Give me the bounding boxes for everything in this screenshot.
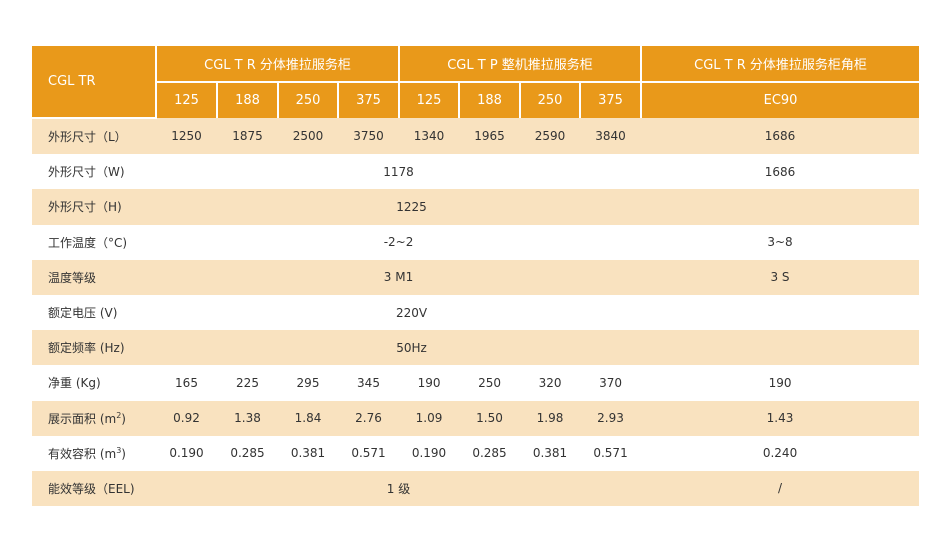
- cell-value: 1 级: [156, 470, 642, 507]
- cell-value: 0.190: [399, 435, 460, 471]
- cell-value: 1.09: [399, 400, 460, 436]
- cell-value: -2~2: [156, 224, 642, 260]
- row-width: 外形尺寸（W) 1178 1686: [32, 154, 920, 190]
- cell-value: 3840: [580, 118, 642, 155]
- cell-value: 190: [641, 365, 920, 401]
- cell-value: 2590: [520, 118, 581, 155]
- label-superscript: 3: [116, 445, 122, 455]
- cell-value: 220V: [156, 294, 920, 331]
- row-label: 外形尺寸（H): [32, 189, 156, 225]
- cell-value: 0.571: [338, 435, 400, 471]
- cell-value: 1686: [641, 118, 920, 155]
- cell-value: 165: [156, 365, 217, 401]
- row-energy-class: 能效等级（EEL) 1 级 /: [32, 470, 920, 507]
- cell-value: 1.38: [217, 400, 278, 436]
- label-text: 有效容积 (m: [48, 446, 117, 461]
- row-label: 展示面积 (m2): [32, 400, 156, 436]
- cell-value: 190: [399, 365, 460, 401]
- spec-table: CGL TR CGL T R 分体推拉服务柜 CGL T P 整机推拉服务柜 C…: [32, 46, 920, 507]
- cell-value: 1875: [217, 118, 278, 155]
- label-text: 展示面积 (m: [48, 411, 117, 426]
- row-temperature-class: 温度等级 3 M1 3 S: [32, 259, 920, 295]
- model-header: 188: [459, 82, 522, 118]
- cell-value: 0.190: [156, 435, 217, 471]
- cell-value: 2500: [278, 118, 338, 155]
- group-header-corner: CGL T R 分体推拉服务柜角柜: [641, 46, 920, 83]
- label-superscript: 2: [116, 410, 122, 420]
- cell-value: 2.76: [338, 400, 400, 436]
- cell-value: 1225: [156, 189, 920, 225]
- cell-value: 1.98: [520, 400, 581, 436]
- row-temperature: 工作温度（°C) -2~2 3~8: [32, 224, 920, 260]
- row-length: 外形尺寸（L） 1250 1875 2500 3750 1340 1965 25…: [32, 118, 920, 155]
- cell-value: 0.381: [278, 435, 338, 471]
- cell-value: 2.93: [580, 400, 642, 436]
- cell-value: 1965: [459, 118, 521, 155]
- cell-value: 3 M1: [156, 259, 642, 295]
- row-label: 外形尺寸（L）: [32, 118, 156, 155]
- label-text: ): [121, 411, 126, 426]
- cell-value: 370: [580, 365, 642, 401]
- row-display-area: 展示面积 (m2) 0.92 1.38 1.84 2.76 1.09 1.50 …: [32, 400, 920, 436]
- model-header: 375: [580, 82, 643, 118]
- row-frequency: 额定频率 (Hz) 50Hz: [32, 330, 920, 366]
- cell-value: 320: [520, 365, 581, 401]
- model-header: 250: [520, 82, 582, 118]
- cell-value: 225: [217, 365, 278, 401]
- cell-value: 1.43: [641, 400, 920, 436]
- model-header: 188: [217, 82, 279, 118]
- model-header: 125: [399, 82, 461, 118]
- model-header: 125: [156, 82, 218, 118]
- row-label: 温度等级: [32, 259, 156, 295]
- row-voltage: 额定电压 (V) 220V: [32, 294, 920, 331]
- row-label: 能效等级（EEL): [32, 470, 156, 507]
- row-height: 外形尺寸（H) 1225: [32, 189, 920, 225]
- row-label: 外形尺寸（W): [32, 154, 156, 190]
- cell-value: 295: [278, 365, 338, 401]
- cell-value: 50Hz: [156, 330, 920, 366]
- group-header-split: CGL T R 分体推拉服务柜: [156, 46, 401, 83]
- cell-value: 3~8: [641, 224, 920, 260]
- model-header: 250: [278, 82, 339, 118]
- row-label: 额定电压 (V): [32, 294, 156, 331]
- cell-value: 0.381: [520, 435, 581, 471]
- cell-value: 345: [338, 365, 400, 401]
- group-header-integral: CGL T P 整机推拉服务柜: [399, 46, 643, 83]
- cell-value: /: [641, 470, 920, 507]
- cell-value: 1340: [399, 118, 460, 155]
- cell-value: 1.84: [278, 400, 338, 436]
- model-header: EC90: [641, 82, 920, 118]
- cell-value: 0.285: [459, 435, 521, 471]
- row-weight: 净重 (Kg) 165 225 295 345 190 250 320 370 …: [32, 365, 920, 401]
- row-label: 额定频率 (Hz): [32, 330, 156, 366]
- header-corner: CGL TR: [32, 46, 157, 119]
- cell-value: 1686: [641, 154, 920, 190]
- cell-value: 3750: [338, 118, 400, 155]
- cell-value: 0.240: [641, 435, 920, 471]
- cell-value: 250: [459, 365, 521, 401]
- label-text: ): [121, 446, 126, 461]
- cell-value: 3 S: [641, 259, 920, 295]
- cell-value: 1250: [156, 118, 217, 155]
- row-volume: 有效容积 (m3) 0.190 0.285 0.381 0.571 0.190 …: [32, 435, 920, 471]
- cell-value: 1.50: [459, 400, 521, 436]
- cell-value: 0.92: [156, 400, 217, 436]
- cell-value: 0.571: [580, 435, 642, 471]
- model-header: 375: [338, 82, 401, 118]
- row-label: 净重 (Kg): [32, 365, 156, 401]
- row-label: 工作温度（°C): [32, 224, 156, 260]
- cell-value: 1178: [156, 154, 642, 190]
- cell-value: 0.285: [217, 435, 278, 471]
- row-label: 有效容积 (m3): [32, 435, 156, 471]
